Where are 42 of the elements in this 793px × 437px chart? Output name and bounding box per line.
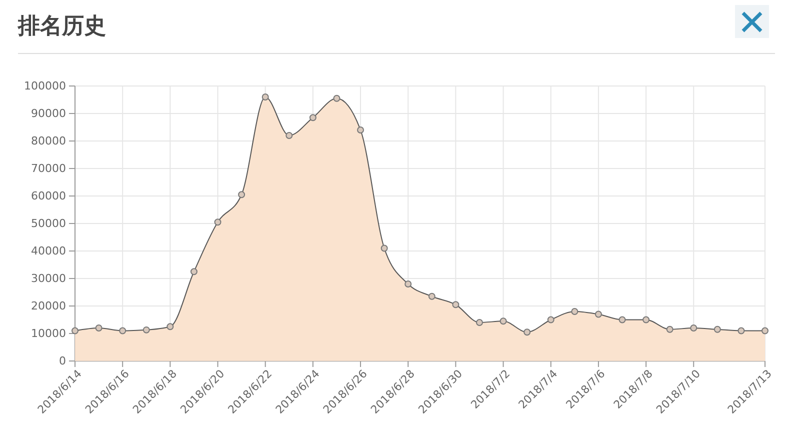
point <box>380 244 388 252</box>
y-tick-label: 20000 <box>31 300 66 313</box>
point <box>238 191 246 198</box>
point <box>500 318 507 325</box>
y-tick-label: 30000 <box>31 272 66 286</box>
point <box>524 328 531 336</box>
point <box>309 114 316 122</box>
y-tick-label: 0 <box>59 354 66 368</box>
point <box>333 94 340 102</box>
point <box>357 126 364 134</box>
point <box>642 316 650 324</box>
point <box>762 327 768 334</box>
point <box>547 316 554 324</box>
point <box>190 268 198 276</box>
point <box>618 316 626 324</box>
y-tick-label: 90000 <box>31 107 66 120</box>
point <box>119 327 126 334</box>
y-tick-label: 60000 <box>31 190 66 203</box>
y-tick-label: 10000 <box>31 327 66 340</box>
point <box>166 323 174 330</box>
y-tick-label: 50000 <box>31 217 66 230</box>
point <box>690 324 698 332</box>
point <box>142 326 150 334</box>
point <box>95 324 102 332</box>
point <box>452 301 460 308</box>
point <box>404 280 412 288</box>
point <box>594 310 602 318</box>
point <box>666 326 674 333</box>
y-tick-label: 100000 <box>24 80 66 93</box>
point <box>476 319 483 326</box>
point <box>214 218 222 226</box>
point <box>72 327 78 334</box>
chart-title: 排名历史 <box>17 14 106 39</box>
point <box>714 326 721 333</box>
point <box>571 308 578 315</box>
point <box>286 132 293 139</box>
y-tick-label: 40000 <box>31 244 66 258</box>
point <box>428 292 436 300</box>
y-tick-label: 70000 <box>31 162 66 176</box>
point <box>262 94 269 100</box>
point <box>738 327 745 334</box>
y-tick-label: 80000 <box>31 134 66 148</box>
